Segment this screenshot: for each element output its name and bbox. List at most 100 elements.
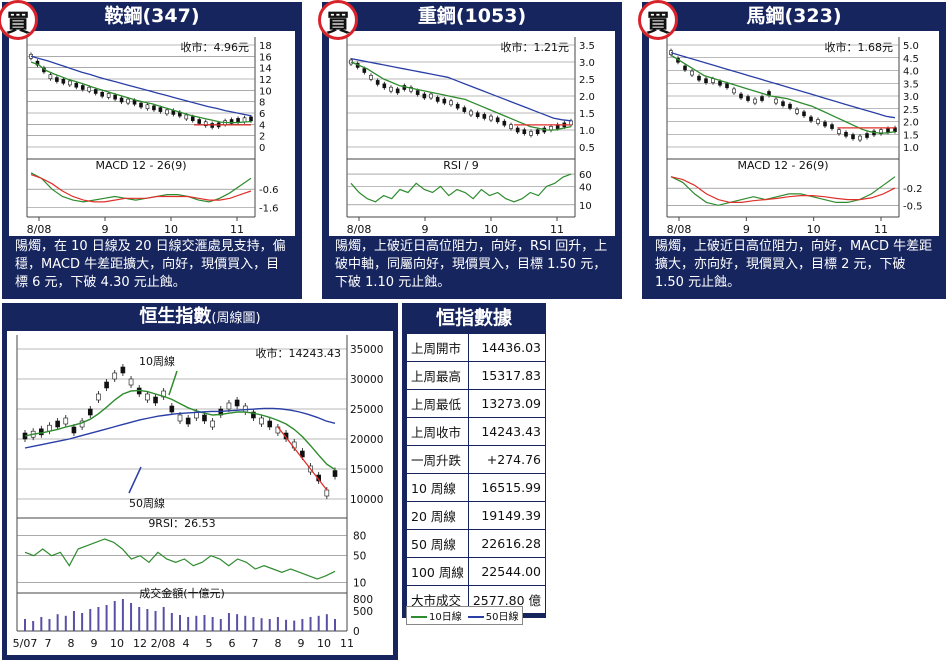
candle — [395, 88, 400, 94]
candle — [74, 82, 79, 88]
candle — [324, 489, 330, 497]
candle — [106, 93, 111, 98]
candle — [87, 86, 92, 92]
candle — [369, 74, 373, 80]
candle — [185, 417, 191, 425]
candle — [409, 86, 413, 92]
candle — [732, 88, 736, 94]
ma50-line — [24, 407, 336, 449]
row-value: 19149.39 — [467, 501, 547, 530]
row-label: 一周升跌 — [406, 445, 469, 474]
y-tick-label: 20000 — [350, 434, 383, 446]
rsi-tick-label: 50 — [353, 551, 366, 563]
x-tick-label: 9 — [91, 637, 98, 650]
row-label: 上周最高 — [406, 361, 469, 390]
indicator-tick-label: -1.6 — [259, 203, 279, 214]
candle — [509, 124, 513, 129]
ma10-arrow — [168, 370, 178, 396]
indicator-tick-label: -0.5 — [903, 201, 923, 212]
candle — [210, 420, 215, 428]
candle — [190, 116, 195, 121]
table-row: 上周開市 14436.03 — [406, 333, 547, 362]
legend-ma50-label: 50日線 — [485, 612, 519, 623]
x-tick-label: 12 — [133, 637, 147, 650]
ma10-line — [350, 61, 572, 131]
candle — [63, 417, 69, 425]
x-tick-label: 8/08 — [347, 223, 372, 236]
rsi-line — [24, 538, 336, 580]
y-tick-label: 1.0 — [579, 126, 595, 137]
x-tick-label: 9 — [422, 223, 429, 236]
candle — [502, 120, 507, 126]
x-tick-label: 11 — [874, 223, 888, 236]
rsi-label: 9RSI：26.53 — [148, 517, 215, 530]
candle — [158, 107, 163, 112]
x-tick-label: 5/07 — [13, 637, 38, 650]
candle — [455, 103, 460, 109]
candle — [234, 399, 240, 407]
stock-title: 馬鋼(323) — [746, 5, 842, 27]
y-tick-label: 15000 — [350, 464, 383, 476]
y-tick-label: 4.5 — [903, 54, 919, 65]
table-row: 上周最高 15317.83 — [406, 361, 547, 390]
legend-ma50: 50日線 — [467, 608, 519, 623]
table-row: 50 周線 22616.28 — [406, 529, 547, 558]
candle — [746, 96, 750, 101]
candle — [362, 68, 367, 73]
candle — [226, 402, 232, 410]
y-tick-label: 3.5 — [579, 41, 595, 52]
candle — [886, 128, 890, 133]
stock-chart-area: 5.0 4.5 4.0 3.5 3.0 2.5 2.0 1.5 1.0 -0.2 -0.5 收市：1.… — [649, 31, 939, 236]
indicator-line-b — [670, 176, 896, 203]
candle — [202, 414, 207, 422]
candle — [489, 115, 493, 121]
candle — [802, 111, 806, 117]
indicator-line-a — [30, 172, 252, 203]
legend-ma10: 10日線 — [411, 608, 462, 623]
indicator-line-a — [670, 176, 896, 206]
stock-panel-3: 馬鋼(323) 5.0 4.5 4.0 3.5 3.0 2.5 2.0 1.5 1.0 -0.2 -… — [642, 2, 946, 299]
candle — [774, 98, 778, 104]
candle — [177, 414, 183, 422]
y-tick-label: 8 — [259, 98, 265, 109]
candle — [300, 450, 305, 458]
candle — [522, 129, 527, 134]
close-label: 收市：4.96元 — [181, 40, 250, 54]
y-tick-label: 10 — [259, 86, 272, 97]
candle — [382, 83, 387, 89]
hsi-chart: 3500030000250002000015000100008050108005… — [13, 335, 383, 650]
hsi-title-main: 恒生指數 — [139, 306, 212, 327]
candle — [697, 75, 701, 81]
buy-badge-3: 買 — [638, 0, 678, 40]
x-tick-label: 2/08 — [151, 637, 176, 650]
hsi-panel: 恒生指數(周線圖) 35000 30000 25000 20000 15000 10000… — [2, 303, 398, 660]
candle — [704, 78, 708, 84]
buy-badge-1: 買 — [0, 0, 38, 40]
y-tick-label: 4.0 — [903, 67, 919, 78]
hsi-title: 恒生指數(周線圖) — [2, 303, 398, 330]
y-tick-label: 3.0 — [903, 92, 919, 103]
candle — [96, 393, 101, 401]
candle — [120, 366, 126, 374]
candle — [823, 121, 827, 127]
candle — [760, 96, 764, 101]
indicator-tick-label: 60 — [579, 170, 592, 181]
y-tick-label: 2.0 — [579, 92, 595, 103]
x-tick-label: 8/08 — [667, 223, 692, 236]
candle — [68, 80, 72, 86]
row-value: 15317.83 — [467, 361, 547, 390]
candle — [851, 134, 855, 140]
ma50-line — [30, 55, 252, 117]
table-row: 上周收市 14243.43 — [406, 417, 547, 446]
hsi-subtitle: (周線圖) — [211, 311, 261, 326]
x-tick-label: 7 — [252, 637, 259, 650]
candle — [203, 121, 208, 127]
x-tick-label: 9 — [298, 637, 305, 650]
candle — [71, 426, 77, 434]
candle — [48, 74, 53, 80]
table-row: 一周升跌 +274.76 — [406, 445, 547, 474]
y-tick-label: 0 — [259, 143, 265, 154]
stock-chart: 5.0 4.5 4.03.5 3.0 2.5 2.01.5 1.0 -0.2 -0.5 收市：1.… — [666, 37, 923, 236]
y-tick-label: 30000 — [350, 374, 383, 386]
